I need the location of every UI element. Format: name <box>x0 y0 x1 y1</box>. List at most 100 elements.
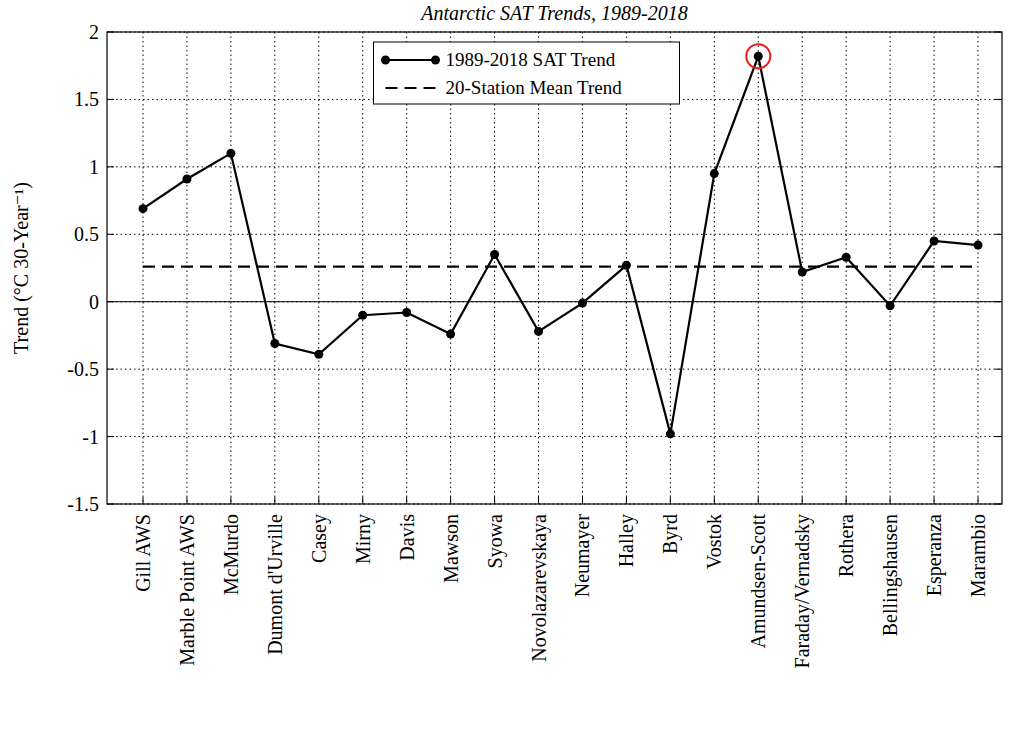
y-tick-label: -1.5 <box>67 493 99 515</box>
data-point <box>402 308 411 317</box>
y-tick-label: 1 <box>89 156 99 178</box>
chart: -1.5-1-0.500.511.52Gill AWSMarble Point … <box>0 0 1024 737</box>
x-tick-label: Marambio <box>967 514 989 597</box>
x-tick <box>626 497 627 504</box>
plot-area <box>139 52 983 439</box>
legend-marker <box>381 56 390 65</box>
y-tick <box>995 301 1002 302</box>
grid-line <box>978 32 979 504</box>
zero-line <box>107 301 1002 302</box>
x-tick <box>538 497 539 504</box>
grid-line <box>318 32 319 504</box>
x-tick-label: Dumont d'Urville <box>264 514 286 655</box>
x-tick <box>362 497 363 504</box>
data-point <box>798 268 807 277</box>
x-tick-label: Halley <box>615 514 638 567</box>
x-tick <box>758 497 759 504</box>
plot-frame <box>107 32 1002 504</box>
x-tick <box>582 497 583 504</box>
legend-label: 20-Station Mean Trend <box>446 77 623 98</box>
title: Antarctic SAT Trends, 1989-2018 <box>419 2 687 24</box>
grid-line <box>890 32 891 504</box>
legend-swatch <box>386 59 436 61</box>
legend-marker <box>431 56 440 65</box>
data-point <box>930 237 939 246</box>
x-tick-label: Amundsen-Scott <box>747 514 769 649</box>
grid-line <box>846 32 847 504</box>
y-tick <box>995 436 1002 437</box>
x-tick <box>230 497 231 504</box>
x-tick-label: Esperanza <box>923 514 946 596</box>
y-tick <box>107 234 114 235</box>
x-tick <box>978 497 979 504</box>
x-tick-label: Neumayer <box>571 514 594 598</box>
series-line <box>143 56 978 434</box>
x-tick-label: Faraday/Vernadsky <box>791 514 814 668</box>
x-tick <box>143 497 144 504</box>
data-point <box>446 330 455 339</box>
y-tick <box>995 166 1002 167</box>
x-tick <box>274 497 275 504</box>
data-point <box>314 350 323 359</box>
grid-line <box>107 369 1002 370</box>
data-point <box>490 250 499 259</box>
data-point <box>974 241 983 250</box>
x-tick <box>714 497 715 504</box>
x-tick-label: Mirny <box>352 514 375 564</box>
grid-line <box>143 32 144 504</box>
data-point <box>578 299 587 308</box>
legend-label: 1989-2018 SAT Trend <box>446 49 616 70</box>
x-tick <box>318 497 319 504</box>
legend-swatch <box>386 87 436 89</box>
grid-line <box>107 234 1002 235</box>
data-point <box>710 169 719 178</box>
x-tick-label: McMurdo <box>220 514 242 595</box>
y-tick <box>107 369 114 370</box>
x-tick <box>934 497 935 504</box>
grid-line <box>107 166 1002 167</box>
data-point <box>886 301 895 310</box>
data-point <box>534 327 543 336</box>
x-tick-label: Rothera <box>835 514 857 577</box>
data-point <box>358 311 367 320</box>
y-tick <box>995 99 1002 100</box>
data-point <box>622 261 631 270</box>
grid-line <box>274 32 275 504</box>
x-tick <box>186 497 187 504</box>
grid-line <box>362 32 363 504</box>
y-tick-label: -0.5 <box>67 358 99 380</box>
x-tick <box>406 497 407 504</box>
x-tick <box>802 497 803 504</box>
y-tick <box>995 32 1002 33</box>
data-point <box>754 52 763 61</box>
y-tick <box>995 504 1002 505</box>
y-tick-label: 0.5 <box>74 223 99 245</box>
grid-line <box>714 32 715 504</box>
grid-line <box>107 301 1002 302</box>
x-tick-label: Davis <box>396 514 418 561</box>
x-tick <box>494 497 495 504</box>
data-point <box>139 204 148 213</box>
y-tick <box>995 234 1002 235</box>
y-tick-label: 2 <box>89 21 99 43</box>
x-tick <box>846 497 847 504</box>
grid-line <box>758 32 759 504</box>
grid-line <box>230 32 231 504</box>
y-tick <box>107 504 114 505</box>
x-tick-label: Syowa <box>484 514 507 569</box>
highlight-circle <box>746 44 770 68</box>
y-tick <box>107 32 114 33</box>
x-tick-label: Gill AWS <box>132 514 154 592</box>
x-tick-label: Novolazarevskaya <box>528 514 551 662</box>
y-tick-label: 0 <box>89 291 99 313</box>
x-tick <box>890 497 891 504</box>
x-tick-label: Casey <box>308 514 331 563</box>
grid-line <box>186 32 187 504</box>
x-tick-label: Byrd <box>659 514 682 554</box>
y-axis-label: Trend (°C 30-Year⁻¹) <box>10 182 33 354</box>
y-tick <box>107 301 114 302</box>
data-point <box>842 253 851 262</box>
y-tick <box>107 166 114 167</box>
x-tick-label: Vostok <box>703 514 725 569</box>
data-point <box>270 339 279 348</box>
